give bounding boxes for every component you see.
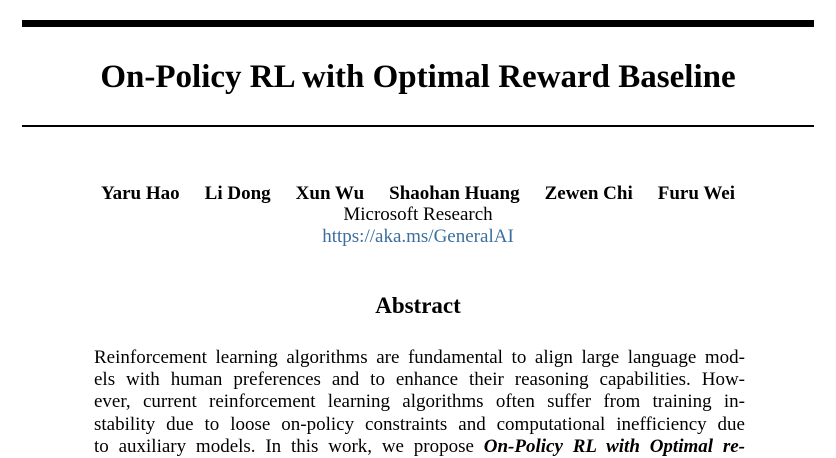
- abstract-body: Reinforcement learning algorithms are fu…: [94, 347, 745, 458]
- author-list: Yaru Hao Li Dong Xun Wu Shaohan Huang Ze…: [0, 182, 836, 206]
- top-rule: [22, 20, 814, 27]
- abstract-line: ever, current reinforcement learning alg…: [94, 391, 745, 413]
- method-name-emphasis: On-Policy RL with Optimal re-: [483, 435, 745, 457]
- abstract-text: to auxiliary models. In this work, we pr…: [94, 435, 484, 457]
- author-name: Yaru Hao: [101, 183, 180, 204]
- author-name: Furu Wei: [657, 183, 735, 204]
- author-name: Li Dong: [204, 183, 271, 204]
- author-name: Zewen Chi: [544, 183, 633, 204]
- abstract-line: stability due to loose on-policy constra…: [94, 413, 745, 435]
- affiliation: Microsoft Research: [343, 204, 493, 225]
- abstract-line: els with human preferences and to enhanc…: [94, 369, 745, 391]
- author-name: Shaohan Huang: [389, 183, 520, 204]
- abstract-line: Reinforcement learning algorithms are fu…: [94, 347, 745, 368]
- abstract-heading: Abstract: [375, 293, 461, 318]
- title-bottom-rule: [22, 125, 814, 127]
- paper-title: On-Policy RL with Optimal Reward Baselin…: [100, 59, 736, 95]
- project-link[interactable]: https://aka.ms/GeneralAI: [322, 226, 514, 247]
- author-name: Xun Wu: [295, 183, 365, 204]
